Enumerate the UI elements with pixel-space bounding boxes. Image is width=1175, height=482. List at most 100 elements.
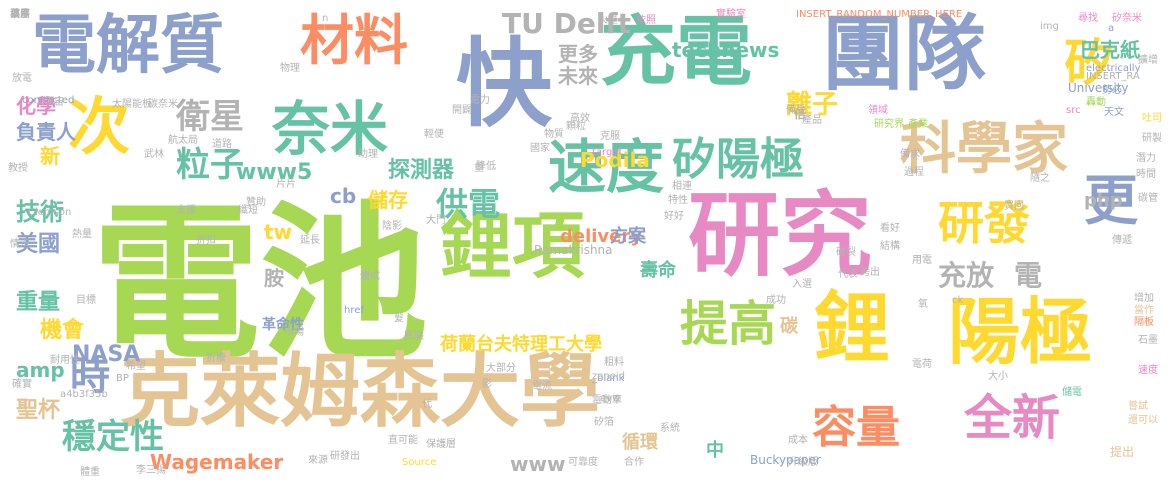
- word-72: Source: [402, 457, 437, 468]
- word-15: 矽陽極: [672, 134, 804, 185]
- word-140: 武林: [144, 149, 164, 160]
- word-134: 確實: [12, 379, 32, 390]
- word-149: 國家: [530, 143, 550, 154]
- word-170: 用電: [912, 255, 932, 266]
- word-81: BP: [116, 373, 129, 384]
- word-192: 藥事: [10, 9, 30, 20]
- word-29: 充放: [938, 259, 995, 292]
- word-56: 胺: [264, 266, 284, 290]
- word-100: 時間: [1136, 169, 1156, 180]
- word-35: www5: [236, 160, 313, 185]
- word-156: 延長: [300, 235, 320, 246]
- word-97: 吐司: [1142, 113, 1162, 124]
- word-135: 耐用性: [50, 355, 80, 366]
- word-52: 未來: [558, 64, 598, 88]
- word-49: 負責人: [16, 120, 76, 144]
- word-120: 電流: [532, 381, 552, 392]
- word-38: 方案: [610, 226, 646, 247]
- word-74: href: [344, 305, 364, 316]
- word-98: 研製: [1142, 133, 1162, 144]
- word-48: 化學: [16, 94, 56, 118]
- word-179: 物質: [544, 129, 564, 140]
- word-40: 儲存: [368, 188, 408, 212]
- word-71: _blank: [592, 373, 625, 384]
- word-150: 降低: [476, 161, 496, 172]
- word-116: 合作: [624, 457, 644, 468]
- word-63: 倍: [794, 107, 807, 121]
- word-159: 體重: [80, 467, 100, 478]
- word-133: 希望: [126, 361, 146, 372]
- word-54: cb: [330, 184, 357, 208]
- word-143: 宇宙: [44, 97, 64, 108]
- word-165: 代表: [838, 269, 858, 280]
- word-138: 情況: [10, 239, 30, 250]
- word-174: 備受: [786, 105, 806, 116]
- word-33: 巴克紙: [1080, 38, 1140, 62]
- word-46: amp: [16, 358, 65, 382]
- word-147: 輕便: [424, 129, 444, 140]
- word-57: Wagemaker: [150, 450, 284, 474]
- word-9: 鋰: [814, 283, 890, 372]
- word-66: University: [1068, 81, 1129, 95]
- word-181: 特性: [668, 195, 688, 206]
- word-90: 擴增: [1138, 55, 1158, 66]
- word-44: 機會: [40, 318, 85, 343]
- word-64: Buckypaper: [750, 453, 821, 467]
- word-17: 更: [1084, 169, 1138, 232]
- word-137: 熱量: [72, 229, 92, 240]
- word-172: 電荷: [912, 359, 932, 370]
- word-76: target: [592, 147, 623, 158]
- word-109: 速度: [1138, 365, 1158, 376]
- word-36: Podila: [580, 148, 650, 172]
- word-11: 材料: [300, 9, 408, 72]
- word-92: 研究界: [874, 119, 904, 130]
- word-83: a: [1108, 23, 1115, 34]
- word-80: avw: [600, 393, 621, 404]
- word-155: 陰影: [382, 221, 402, 232]
- word-69: electrically: [1086, 63, 1141, 74]
- word-176: 克服: [600, 131, 620, 142]
- word-43: 重量: [16, 290, 61, 315]
- word-19: 容量: [812, 402, 900, 453]
- word-145: 放電: [12, 73, 32, 84]
- word-148: 重: [474, 163, 484, 174]
- word-7: 電解質: [32, 9, 224, 83]
- word-68: connected: [22, 95, 75, 106]
- word-22: 時: [70, 353, 110, 399]
- word-21: 矽: [1064, 34, 1114, 92]
- word-4: 充電: [600, 7, 752, 96]
- word-123: 大部分: [486, 363, 516, 374]
- word-37: delivery: [560, 226, 642, 247]
- word-14: 科學家: [900, 117, 1068, 182]
- word-169: 結構: [880, 241, 900, 252]
- word-184: 開闢: [452, 105, 472, 116]
- word-16: 研發: [938, 196, 1030, 250]
- word-110: 儲電: [1062, 387, 1082, 398]
- word-144: 物理: [280, 63, 300, 74]
- word-157: 纖短: [238, 205, 258, 216]
- word-91: 領域: [868, 105, 888, 116]
- word-30: 電: [1014, 259, 1043, 292]
- word-6: 鋰項: [440, 204, 585, 288]
- word-105: 增加: [1134, 293, 1154, 304]
- word-117: 可靠度: [568, 457, 598, 468]
- word-191: 兵器: [10, 9, 30, 20]
- word-58: www: [510, 452, 566, 476]
- word-186: 便: [360, 271, 370, 282]
- word-95: 天文: [1104, 107, 1124, 118]
- word-101: 備求: [900, 149, 920, 160]
- word-130: 膨脹: [404, 331, 424, 342]
- word-3: 團隊: [822, 7, 987, 102]
- word-175: 產品: [802, 115, 822, 126]
- word-55: tw: [264, 220, 293, 244]
- word-62: 革命性: [262, 317, 304, 333]
- word-102: 過程: [904, 167, 924, 178]
- word-136: 目標: [76, 295, 96, 306]
- word-106: 當作: [1134, 305, 1154, 316]
- word-104: 碳管: [1138, 193, 1158, 204]
- word-152: 道路: [212, 139, 232, 150]
- word-59: 循環: [622, 432, 658, 453]
- word-107: 隔板: [1134, 317, 1154, 328]
- word-114: 升級版: [788, 457, 818, 468]
